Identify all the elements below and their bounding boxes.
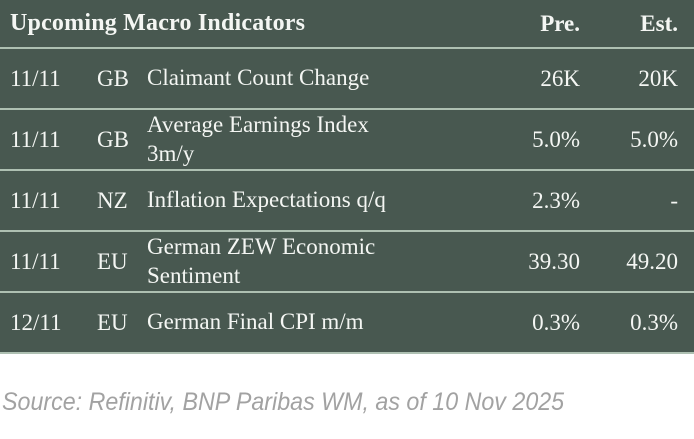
date-cell: 12/11 [10, 309, 62, 335]
macro-indicators-table: Upcoming Macro Indicators Pre. Est. 11/1… [0, 0, 694, 354]
country-cell: EU [97, 309, 128, 335]
previous-value-cell: 26K [540, 65, 580, 91]
country-cell: GB [97, 126, 129, 152]
country-cell: EU [97, 248, 128, 274]
estimate-value-cell: 20K [638, 65, 678, 91]
table-row: 11/11 GB Claimant Count Change 26K 20K [0, 49, 694, 110]
indicator-cell: Inflation Expectations q/q [147, 187, 386, 213]
previous-value-cell: 2.3% [532, 187, 580, 213]
previous-value-cell: 5.0% [532, 126, 580, 152]
table-row: 11/11 EU German ZEW Economic Sentiment 3… [0, 232, 694, 293]
date-cell: 11/11 [10, 187, 61, 213]
column-header-previous: Pre. [540, 10, 580, 36]
table-header-row: Upcoming Macro Indicators Pre. Est. [0, 0, 694, 49]
estimate-value-cell: 0.3% [630, 309, 678, 335]
source-attribution: Source: Refinitiv, BNP Paribas WM, as of… [2, 388, 565, 416]
footer: Source: Refinitiv, BNP Paribas WM, as of… [0, 354, 694, 427]
indicator-cell: Average Earnings Index 3m/y [147, 111, 369, 166]
previous-value-cell: 0.3% [532, 309, 580, 335]
indicator-cell: German ZEW Economic Sentiment [147, 233, 376, 288]
column-header-estimate: Est. [640, 10, 678, 36]
indicator-cell: Claimant Count Change [147, 65, 370, 91]
table-title: Upcoming Macro Indicators [10, 10, 306, 36]
estimate-value-cell: 5.0% [630, 126, 678, 152]
date-cell: 11/11 [10, 248, 61, 274]
table-row: 11/11 GB Average Earnings Index 3m/y 5.0… [0, 110, 694, 171]
estimate-value-cell: - [670, 187, 678, 213]
table-row: 11/11 NZ Inflation Expectations q/q 2.3%… [0, 171, 694, 232]
country-cell: NZ [97, 187, 128, 213]
date-cell: 11/11 [10, 126, 61, 152]
table-row: 12/11 EU German Final CPI m/m 0.3% 0.3% [0, 293, 694, 354]
estimate-value-cell: 49.20 [626, 248, 678, 274]
indicator-cell: German Final CPI m/m [147, 309, 364, 335]
country-cell: GB [97, 65, 129, 91]
date-cell: 11/11 [10, 65, 61, 91]
previous-value-cell: 39.30 [528, 248, 580, 274]
